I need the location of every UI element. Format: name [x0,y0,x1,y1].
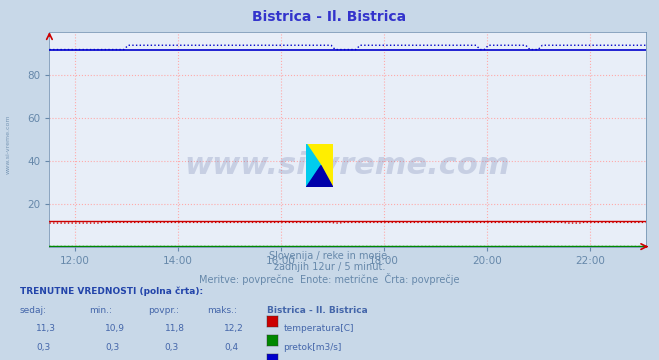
Text: Bistrica - Il. Bistrica: Bistrica - Il. Bistrica [252,10,407,24]
Text: www.si-vreme.com: www.si-vreme.com [6,114,11,174]
Text: min.:: min.: [89,306,112,315]
Text: 10,9: 10,9 [105,324,125,333]
Text: temperatura[C]: temperatura[C] [283,324,354,333]
Polygon shape [306,166,333,187]
Text: Slovenija / reke in morje.: Slovenija / reke in morje. [269,251,390,261]
Text: 0,3: 0,3 [36,343,51,352]
Text: povpr.:: povpr.: [148,306,179,315]
Text: TRENUTNE VREDNOSTI (polna črta):: TRENUTNE VREDNOSTI (polna črta): [20,286,203,296]
Text: 0,3: 0,3 [165,343,179,352]
Text: zadnjih 12ur / 5 minut.: zadnjih 12ur / 5 minut. [273,262,386,272]
Text: Meritve: povprečne  Enote: metrične  Črta: povprečje: Meritve: povprečne Enote: metrične Črta:… [199,273,460,285]
Text: pretok[m3/s]: pretok[m3/s] [283,343,342,352]
Text: 11,8: 11,8 [165,324,185,333]
Text: 11,3: 11,3 [36,324,56,333]
Text: maks.:: maks.: [208,306,237,315]
Text: 12,2: 12,2 [224,324,244,333]
Text: www.si-vreme.com: www.si-vreme.com [185,151,511,180]
Text: 0,3: 0,3 [105,343,120,352]
Text: sedaj:: sedaj: [20,306,47,315]
Text: 0,4: 0,4 [224,343,238,352]
Polygon shape [306,144,321,187]
Text: Bistrica - Il. Bistrica: Bistrica - Il. Bistrica [267,306,368,315]
